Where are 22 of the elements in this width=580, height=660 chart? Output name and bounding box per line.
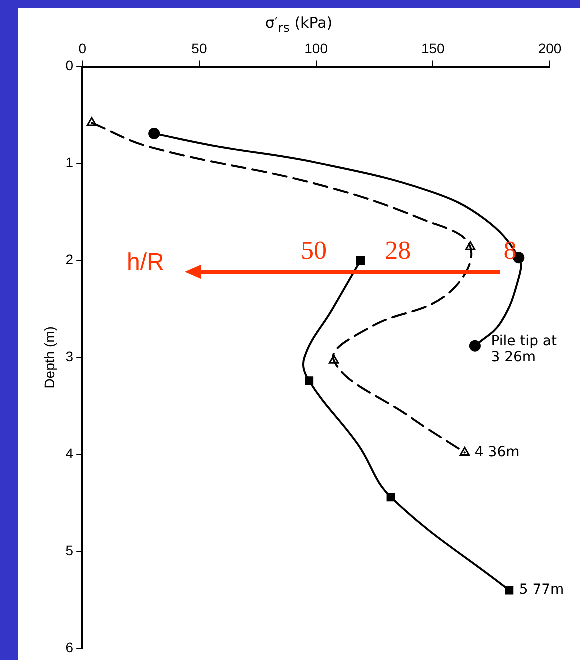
annotation: 28 bbox=[385, 236, 412, 266]
annotation: 50 bbox=[300, 236, 327, 266]
x-tick-label: 200 bbox=[538, 40, 562, 56]
y-tick-label: 0 bbox=[66, 58, 74, 74]
series-label: Pile tip at 3 26m bbox=[491, 334, 558, 366]
annotation: h/R bbox=[127, 249, 164, 276]
x-axis-title: σ′$_{rs}$ (kPa) bbox=[264, 14, 334, 35]
point bbox=[148, 128, 160, 140]
series-label: 5 77m bbox=[519, 582, 564, 598]
y-tick-label: 4 bbox=[66, 446, 74, 462]
y-tick-label: 6 bbox=[66, 639, 74, 656]
x-tick-label: 100 bbox=[304, 40, 328, 56]
point bbox=[460, 446, 470, 456]
series-label: 4 36m bbox=[474, 444, 520, 460]
y-tick-label: 2 bbox=[66, 252, 74, 268]
x-tick-label: 0 bbox=[78, 40, 87, 56]
y-tick-label: 3 bbox=[66, 348, 74, 365]
y-tick-label: 1 bbox=[66, 154, 74, 171]
y-tick-label: 5 bbox=[66, 542, 74, 558]
x-tick-label: 50 bbox=[192, 40, 208, 56]
x-tick-label: 150 bbox=[421, 40, 446, 56]
y-axis-title: Depth (m) bbox=[41, 326, 58, 389]
